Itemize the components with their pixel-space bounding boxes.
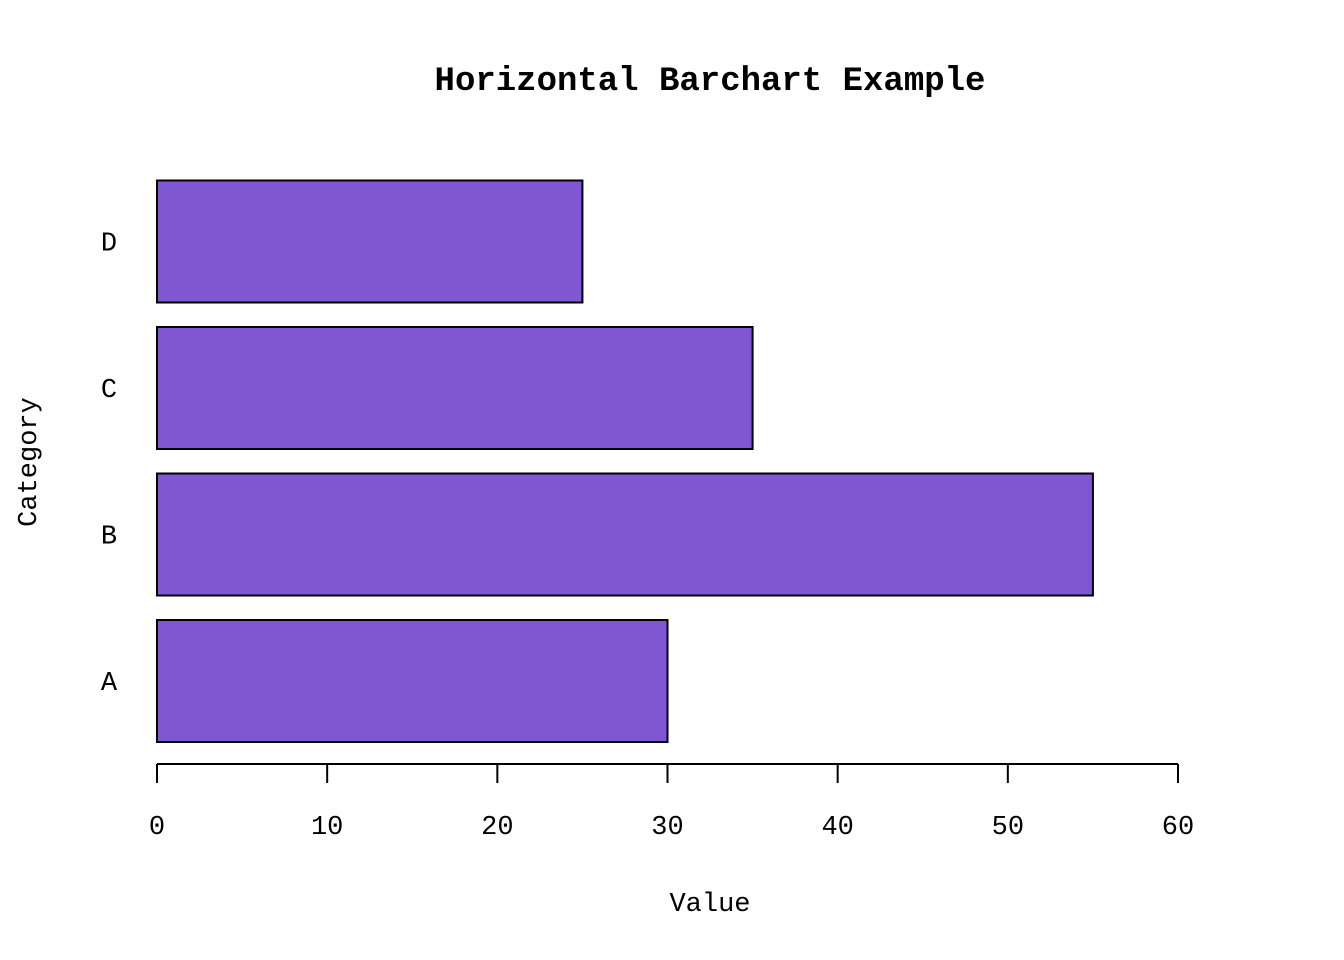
x-tick-label-10: 10: [311, 813, 343, 843]
x-tick-label-30: 30: [651, 813, 683, 843]
x-axis-title: Value: [669, 890, 750, 920]
x-tick-label-60: 60: [1162, 813, 1194, 843]
x-tick-label-20: 20: [481, 813, 513, 843]
bar-c: [156, 326, 754, 450]
x-tick-label-40: 40: [821, 813, 853, 843]
category-label-d: D: [101, 230, 117, 260]
chart-title: Horizontal Barchart Example: [435, 63, 986, 101]
category-label-c: C: [101, 376, 117, 406]
bar-b: [156, 472, 1094, 597]
x-tick-label-0: 0: [149, 813, 165, 843]
category-labels: A B C D: [101, 230, 118, 700]
x-tick-label-50: 50: [992, 813, 1024, 843]
bars-group: [156, 179, 1094, 743]
bar-a: [156, 619, 669, 743]
category-label-b: B: [101, 523, 117, 553]
y-axis-title: Category: [15, 397, 45, 527]
x-axis-ticks: 0 10 20 30 40 50 60: [149, 764, 1194, 843]
bar-d: [156, 179, 584, 304]
category-label-a: A: [101, 669, 118, 699]
